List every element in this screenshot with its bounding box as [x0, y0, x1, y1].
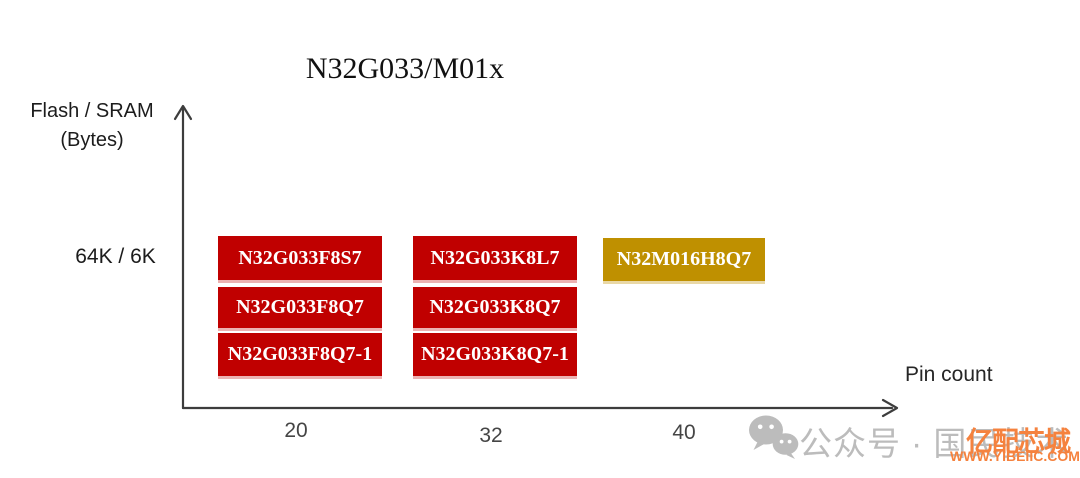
- watermark-account-text: 公众号 · 国民技术: [799, 425, 1070, 462]
- product-box-n32g033f8s7: N32G033F8S7: [218, 236, 382, 280]
- x-tick-40: 40: [672, 421, 696, 444]
- product-box-n32g033k8q7: N32G033K8Q7: [413, 287, 577, 328]
- watermark-url-text: WWW.YIBEIIC.COM: [950, 448, 1080, 464]
- product-box-n32m016h8q7: N32M016H8Q7: [603, 238, 765, 281]
- product-box-n32g033k8q7-1: N32G033K8Q7-1: [413, 333, 577, 376]
- product-box-n32g033f8q7: N32G033F8Q7: [218, 287, 382, 328]
- chart-title: N32G033/M01x: [305, 52, 505, 85]
- y-axis-label-line1: Flash / SRAM: [30, 100, 154, 122]
- x-axis-label: Pin count: [905, 363, 993, 386]
- wechat-icon: [749, 415, 799, 459]
- x-tick-32: 32: [479, 424, 503, 447]
- watermark-brand-text: 亿配芯城: [966, 427, 1071, 457]
- axes: [173, 104, 899, 418]
- y-axis-arrowhead: [173, 104, 193, 121]
- product-box-n32g033f8q7-1: N32G033F8Q7-1: [218, 333, 382, 376]
- y-axis-label: Flash / SRAM (Bytes): [12, 97, 172, 155]
- y-axis-label-line2: (Bytes): [60, 129, 124, 151]
- product-box-n32g033k8l7: N32G033K8L7: [413, 236, 577, 280]
- x-tick-20: 20: [284, 419, 308, 442]
- y-tick-64k-6k: 64K / 6K: [75, 245, 156, 268]
- x-axis-arrowhead: [881, 398, 899, 418]
